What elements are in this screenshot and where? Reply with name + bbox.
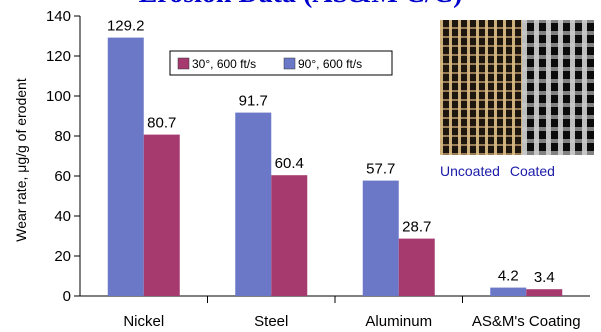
page-title: Erosion Data (AS&M C/C) (0, 0, 601, 10)
bar (398, 238, 435, 296)
y-tick-label: 20 (54, 248, 71, 265)
y-axis-label: Wear rate, μg/g of erodent (13, 78, 29, 242)
photo-captions: Uncoated Coated (440, 163, 600, 179)
bar (526, 289, 563, 296)
y-tick-label: 60 (54, 168, 71, 185)
x-tick-label: Steel (254, 313, 288, 330)
value-labels-group: 129.2 80.7 91.7 60.4 57.7 28.7 4.2 3.4 (107, 18, 555, 287)
bar (143, 134, 180, 296)
legend: 30°, 600 ft/s 90°, 600 ft/s (169, 50, 393, 76)
axes: 0 20 40 60 80 100 120 140 Nickel Steel Aluminum AS&… (46, 8, 590, 330)
bar (362, 180, 399, 296)
x-tick-label: Aluminum (365, 313, 432, 330)
y-tick-label: 80 (54, 128, 71, 145)
bar-value-label: 60.4 (275, 155, 304, 172)
uncoated-mesh-image (440, 20, 522, 155)
x-tick-label: AS&M's Coating (472, 313, 581, 330)
coated-caption: Coated (509, 163, 555, 179)
legend-box (169, 50, 393, 76)
bar-value-label: 3.4 (534, 269, 555, 286)
legend-label: 90°, 600 ft/s (298, 57, 362, 71)
bar-value-label: 80.7 (147, 115, 176, 132)
bars-group (107, 37, 563, 296)
bar (107, 37, 144, 296)
bar (235, 112, 272, 296)
y-tick-label: 40 (54, 208, 71, 225)
y-tick-label: 140 (46, 8, 71, 25)
y-tick-label: 0 (63, 288, 71, 305)
legend-label: 30°, 600 ft/s (192, 57, 256, 71)
coated-mesh-image (522, 20, 594, 155)
legend-swatch (177, 57, 190, 70)
legend-swatch (283, 57, 296, 70)
y-tick-label: 120 (46, 48, 71, 65)
bar-value-label: 91.7 (239, 93, 268, 110)
bar-value-label: 129.2 (107, 18, 145, 35)
x-tick-label: Nickel (123, 313, 164, 330)
carbon-mesh-photo (440, 20, 594, 155)
bar (271, 175, 308, 296)
bar-value-label: 28.7 (402, 219, 431, 236)
bar-value-label: 4.2 (498, 268, 519, 285)
bar-value-label: 57.7 (366, 161, 395, 178)
uncoated-caption: Uncoated (440, 163, 500, 179)
y-tick-label: 100 (46, 88, 71, 105)
bar (490, 287, 527, 296)
